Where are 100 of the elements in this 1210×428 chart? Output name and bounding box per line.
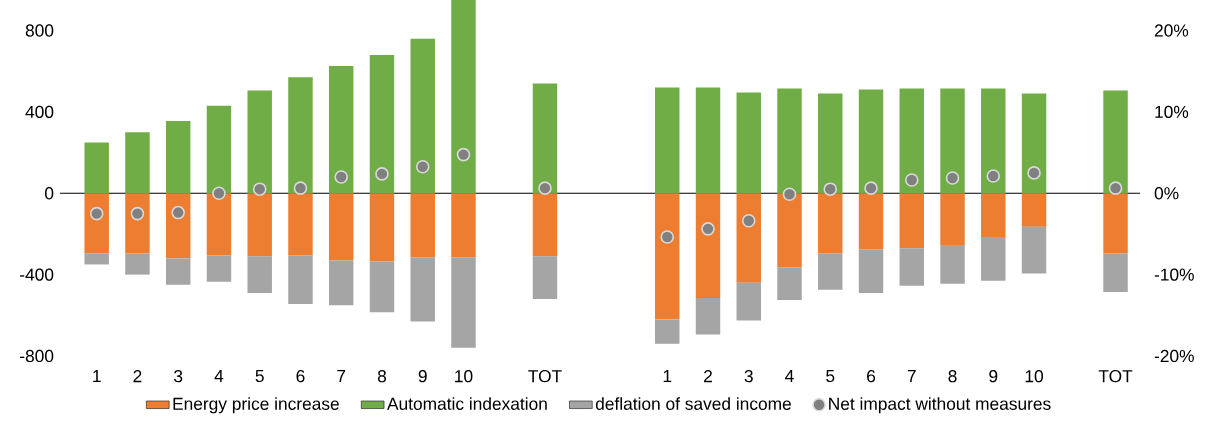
bar [125,132,150,194]
bar [369,261,395,313]
bar [858,193,884,250]
x-tick-label: 4 [214,370,224,382]
y2-tick-label: 0% [1154,187,1179,200]
bar [695,298,721,335]
bar [858,249,884,293]
bar [206,255,232,282]
point [538,181,552,195]
y2-tick-label: -10% [1154,268,1194,281]
x-tick-label: 1 [93,370,101,382]
bar [247,193,272,257]
x-tick-label: 9 [989,370,998,383]
x-tick-label: 6 [296,370,305,383]
bar [328,193,354,261]
x-tick-label: 10 [1025,370,1043,383]
x-tick-label: TOT [1098,370,1133,383]
bar [940,245,965,284]
bar [532,193,558,257]
x-tick-label: 3 [174,370,183,383]
bar [410,38,435,194]
bar [1021,193,1047,227]
bar [940,88,965,194]
point [1027,166,1041,180]
bar [328,66,354,194]
y-tick-label: -800 [20,349,54,363]
y2-tick-label: -20% [1154,349,1194,363]
bar [165,193,191,259]
bar [125,253,150,275]
x-tick-label: 5 [255,370,264,383]
x-tick-label: 8 [948,370,957,383]
point [741,213,756,228]
bar [777,267,802,301]
bar [369,193,395,262]
bar [858,89,884,194]
bar [410,193,435,258]
point [782,187,797,202]
bar [981,236,1006,281]
bar [655,87,680,194]
bar [695,193,721,299]
y-tick-label: -400 [20,268,54,281]
bar [288,255,313,305]
bar [165,258,191,285]
legend-label: Energy price increase [173,397,339,414]
bar [777,88,802,194]
point [334,170,349,184]
bar [206,105,232,194]
bar [165,121,191,194]
y-tick-label: 400 [25,105,54,119]
bar [369,54,395,194]
bar [84,253,109,265]
point [945,171,960,185]
legend-label: deflation of saved income [595,397,791,410]
point [375,167,389,181]
x-tick-label: 9 [418,370,427,383]
bar [451,193,476,258]
point [986,169,1001,183]
bar [981,193,1006,237]
point [171,205,185,220]
bar [1103,90,1128,194]
x-tick-label: 7 [907,370,916,382]
point [701,222,715,236]
bar [125,193,150,254]
x-tick-label: 2 [704,370,712,383]
bar [84,142,109,194]
bar [1103,253,1128,292]
bar [451,0,476,194]
x-tick-label: 4 [785,370,794,382]
bar [532,256,558,300]
bar [328,260,354,306]
bar [899,88,924,194]
bar [247,90,272,194]
bar [777,193,802,268]
bar [288,193,313,256]
point [89,206,104,221]
x-tick-label: 1 [663,370,672,382]
x-tick-label: 3 [744,370,753,383]
x-tick-label: 5 [826,370,835,383]
y-tick-label: 0 [45,187,54,200]
bar [655,319,680,344]
y2-tick-label: 20% [1154,24,1189,37]
point [415,160,430,174]
bar [818,93,843,194]
point [212,186,226,201]
x-tick-label: 2 [133,370,142,383]
point [1108,181,1123,195]
bar [288,77,313,194]
legend-label: Net impact without measures [829,397,1051,414]
bar [1021,93,1047,194]
bar [410,257,435,322]
point [660,230,675,244]
legend-label: Automatic indexation [387,397,547,410]
bar [818,193,843,254]
bar [899,193,924,249]
bar [1103,193,1128,254]
x-tick-label: 7 [337,370,346,382]
bar [206,193,232,256]
bar [736,193,761,283]
point [904,173,919,187]
bar [1021,226,1047,274]
